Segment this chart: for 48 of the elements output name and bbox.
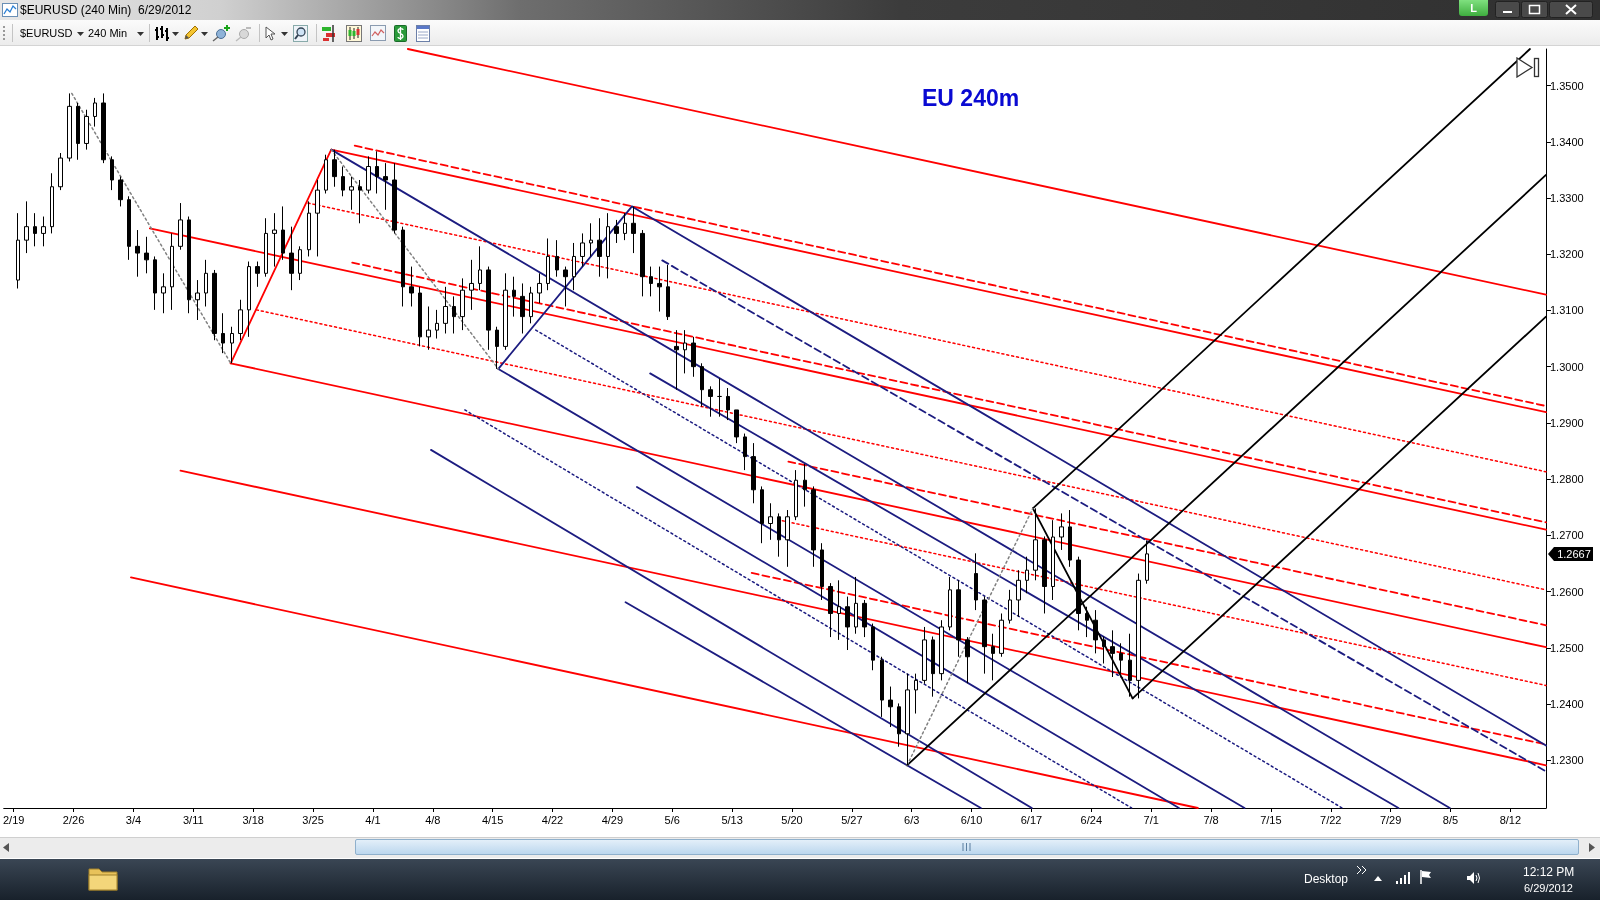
y-tick-label: 1.2400 xyxy=(1550,697,1584,710)
x-tick-label: 5/13 xyxy=(721,813,743,826)
y-tick-label: 1.3500 xyxy=(1550,79,1584,92)
text: EU 240m xyxy=(922,84,1020,111)
y-tick-label: 1.3100 xyxy=(1550,304,1584,317)
x-tick-label: 6/17 xyxy=(1020,813,1043,826)
y-tick-label: 1.2700 xyxy=(1550,529,1584,542)
x-tick-label: 4/29 xyxy=(601,813,624,826)
x-tick-label: 2/19 xyxy=(2,813,25,826)
x-tick-label: 4/22 xyxy=(541,813,564,826)
x-tick-label: 4/15 xyxy=(481,813,504,826)
x-tick-label: 7/22 xyxy=(1320,813,1342,826)
text: $EURUSD xyxy=(20,27,73,39)
x-tick-label: 7/8 xyxy=(1203,813,1219,826)
text: $EURUSD (240 Min) 6/29/2012 xyxy=(20,3,192,17)
y-tick-label: 1.2600 xyxy=(1550,585,1584,598)
x-tick-label: 7/1 xyxy=(1143,813,1159,826)
x-tick-label: 3/18 xyxy=(242,813,264,826)
x-tick-label: 5/6 xyxy=(664,813,680,826)
text: 12:12 PM xyxy=(1523,865,1575,879)
text: 240 Min xyxy=(88,27,128,39)
x-tick-label: 6/3 xyxy=(904,813,920,826)
x-tick-label: 8/12 xyxy=(1499,813,1522,826)
x-tick-label: 7/15 xyxy=(1260,813,1282,826)
x-tick-label: 4/8 xyxy=(425,813,441,826)
y-tick-label: 1.3300 xyxy=(1550,191,1584,204)
y-tick-label: 1.3000 xyxy=(1550,360,1584,373)
y-tick-label: 1.2900 xyxy=(1550,416,1584,429)
x-tick-label: 4/1 xyxy=(365,813,381,826)
x-tick-label: 8/5 xyxy=(1442,813,1459,826)
text: Desktop xyxy=(1304,872,1349,886)
y-tick-label: 1.3400 xyxy=(1550,135,1584,148)
x-tick-label: 2/26 xyxy=(62,813,85,826)
text: 1.2667 xyxy=(1557,547,1591,560)
x-tick-label: 3/25 xyxy=(302,813,324,826)
x-tick-label: 6/24 xyxy=(1080,813,1103,826)
text: L xyxy=(1459,0,1488,16)
x-tick-label: 3/4 xyxy=(125,813,142,826)
x-tick-label: 5/27 xyxy=(841,813,863,826)
y-tick-label: 1.2500 xyxy=(1550,641,1584,654)
y-tick-label: 1.2800 xyxy=(1550,473,1584,486)
x-tick-label: 3/11 xyxy=(183,813,204,826)
x-tick-label: 5/20 xyxy=(781,813,803,826)
x-tick-label: 6/10 xyxy=(960,813,983,826)
y-tick-label: 1.2300 xyxy=(1550,754,1584,767)
x-tick-label: 7/29 xyxy=(1379,813,1402,826)
text: 6/29/2012 xyxy=(1524,882,1573,894)
y-tick-label: 1.3200 xyxy=(1550,248,1584,261)
